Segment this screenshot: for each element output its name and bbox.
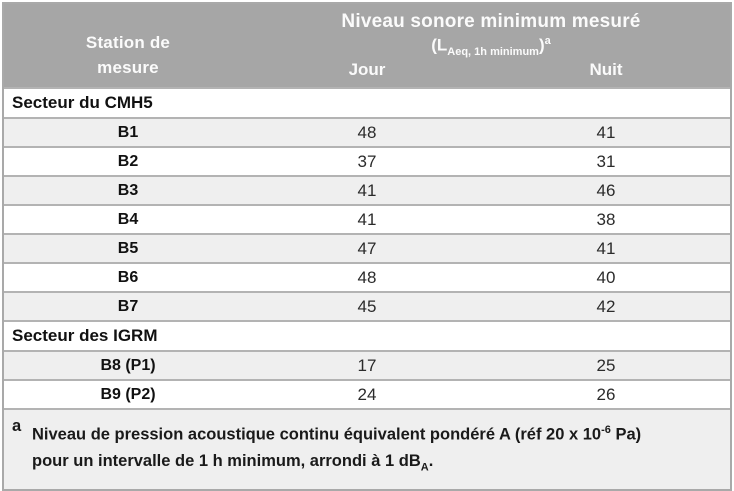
footnote-exponent: -6 (601, 424, 611, 436)
night-value-cell: 41 (596, 238, 616, 258)
night-value-cell: 26 (596, 384, 616, 404)
table-row-b5: B5 47 41 (4, 233, 730, 262)
table-footnote: a Niveau de pression acoustique continu … (4, 408, 730, 489)
column-header-night: Nuit (589, 59, 623, 79)
footnote-line1: Niveau de pression acoustique continu éq… (32, 425, 602, 444)
station-cell: B2 (117, 152, 139, 170)
day-value-cell: 41 (357, 209, 377, 229)
day-value-cell: 48 (357, 267, 377, 287)
day-value-cell: 17 (357, 355, 377, 375)
section-header-cmh5: Secteur du CMH5 (4, 87, 730, 117)
station-cell: B7 (117, 297, 139, 315)
column-header-day: Jour (348, 59, 386, 79)
night-value-cell: 31 (596, 151, 616, 171)
footnote-line1-end: Pa) (610, 425, 642, 444)
table-header: Station de mesure Niveau sonore minimum … (4, 4, 730, 87)
station-cell: B9 (P2) (100, 385, 156, 403)
night-value-cell: 38 (596, 209, 616, 229)
station-label-line1: Station de (85, 33, 171, 52)
footnote-line2: pour un intervalle de 1 h minimum, arron… (32, 451, 421, 470)
subtitle-footnote-ref: a (544, 34, 551, 47)
table-row-b6: B6 48 40 (4, 262, 730, 291)
night-value-cell: 40 (596, 267, 616, 287)
station-label-line2: mesure (97, 58, 159, 77)
station-cell: B5 (117, 239, 139, 257)
day-value-cell: 48 (357, 122, 377, 142)
table-row-b9: B9 (P2) 24 26 (4, 379, 730, 408)
night-value-cell: 41 (596, 122, 616, 142)
night-value-cell: 46 (596, 180, 616, 200)
subtitle-open: (L (431, 35, 448, 55)
night-value-cell: 25 (596, 355, 616, 375)
station-cell: B8 (P1) (100, 356, 156, 374)
footnote-marker: a (12, 417, 22, 435)
section-header-igrm: Secteur des IGRM (4, 320, 730, 350)
column-header-station: Station de mesure (4, 4, 252, 87)
station-cell: B1 (117, 123, 139, 141)
table-row-b7: B7 45 42 (4, 291, 730, 320)
sub-column-headers: Jour Nuit (252, 60, 730, 80)
footnote-subscript: A (420, 460, 429, 473)
station-cell: B4 (117, 210, 139, 228)
table-row-b8: B8 (P1) 17 25 (4, 350, 730, 379)
table-row-b2: B2 37 31 (4, 146, 730, 175)
table-subtitle: (LAeq, 1h minimum)a (252, 35, 730, 58)
table-title: Niveau sonore minimum mesuré (341, 11, 641, 32)
footnote-line2-end: . (428, 451, 434, 470)
table-row-b3: B3 41 46 (4, 175, 730, 204)
day-value-cell: 24 (357, 384, 377, 404)
day-value-cell: 45 (357, 296, 377, 316)
subtitle-close: ) (538, 35, 545, 55)
day-value-cell: 41 (357, 180, 377, 200)
station-cell: B6 (117, 268, 139, 286)
station-cell: B3 (117, 181, 139, 199)
table-row-b4: B4 41 38 (4, 204, 730, 233)
day-value-cell: 37 (357, 151, 377, 171)
footnote-text: Niveau de pression acoustique continu éq… (32, 417, 720, 480)
subtitle-subscript: Aeq, 1h minimum (447, 46, 539, 59)
column-header-measurements: Niveau sonore minimum mesuré (LAeq, 1h m… (252, 4, 730, 87)
night-value-cell: 42 (596, 296, 616, 316)
table-row-b1: B1 48 41 (4, 117, 730, 146)
day-value-cell: 47 (357, 238, 377, 258)
